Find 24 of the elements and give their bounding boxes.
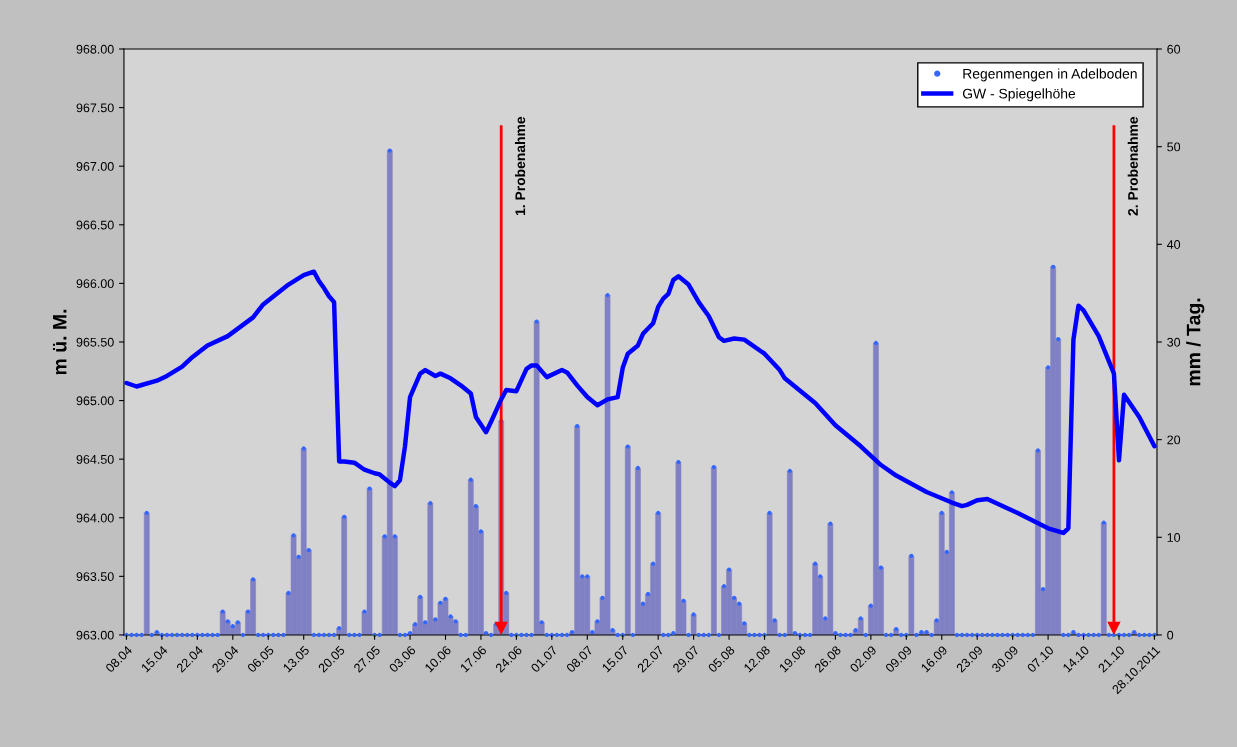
y2-tick-label: 20 (1167, 435, 1181, 445)
y-tick-label: 963.00 (76, 630, 114, 640)
y-tick-label: 966.50 (76, 220, 114, 230)
y-axis-title: m ü. M. (52, 309, 67, 375)
y2-tick-label: 30 (1167, 337, 1181, 347)
legend-label: GW - Spiegelhöhe (962, 88, 1076, 102)
legend-label: Regenmengen in Adelboden (963, 68, 1137, 82)
y2-tick-label: 50 (1167, 142, 1181, 152)
ref-line-label: 1. Probenahme (514, 116, 526, 216)
y-tick-label: 968.00 (76, 44, 114, 54)
y-tick-label: 965.50 (76, 337, 114, 347)
y-tick-label: 967.50 (76, 103, 114, 113)
y-tick-label: 963.50 (76, 572, 114, 582)
y2-tick-label: 10 (1167, 533, 1181, 542)
y-tick-label: 964.50 (76, 454, 114, 464)
y2-tick-label: 40 (1166, 240, 1181, 249)
y-tick-label: 967.00 (76, 161, 114, 171)
y-tick-label: 965.00 (76, 396, 114, 406)
ref-line-label: 2. Probenahme (1127, 116, 1138, 216)
y-tick-label: 966.00 (76, 279, 114, 289)
y2-tick-label: 60 (1167, 44, 1181, 54)
y-tick-label: 964.00 (76, 513, 114, 523)
y2-axis-title: mm / Tag. (1186, 298, 1205, 386)
y2-tick-label: 0 (1167, 630, 1174, 640)
